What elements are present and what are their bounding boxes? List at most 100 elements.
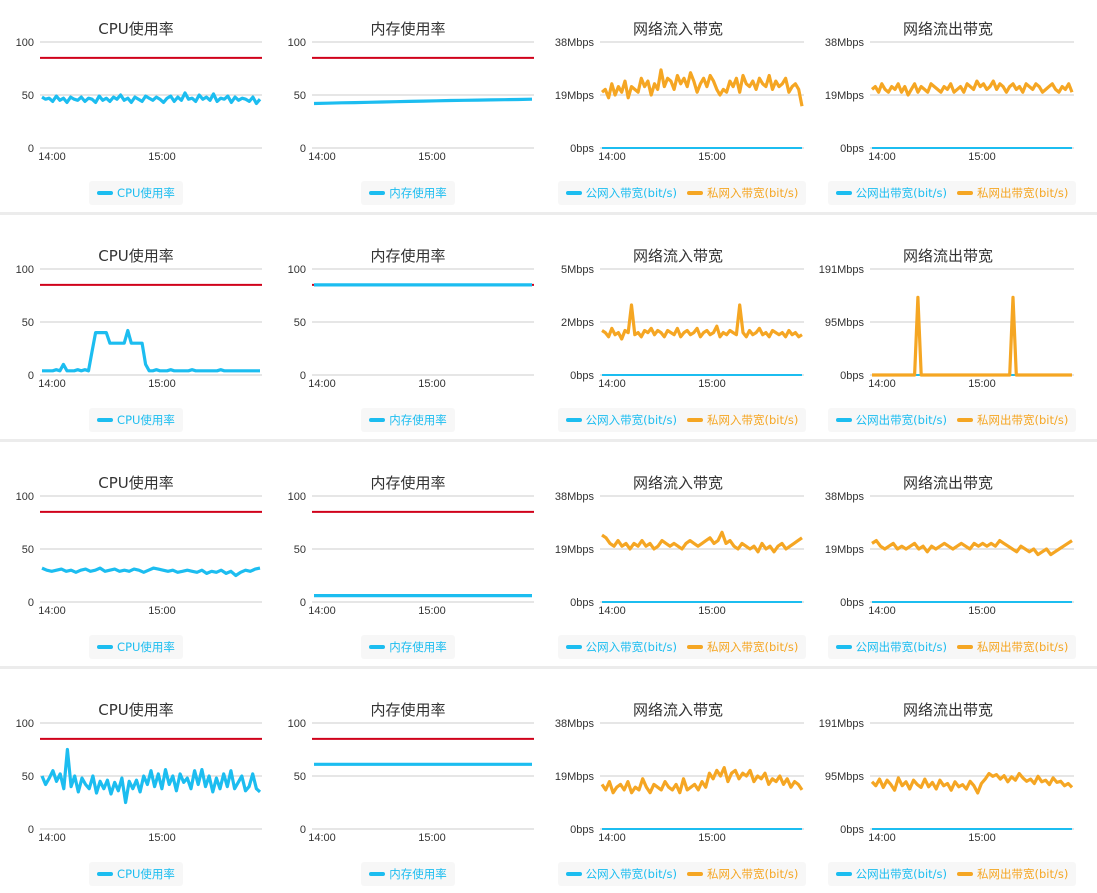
legend-item[interactable]: 公网入带宽(bit/s) bbox=[565, 866, 677, 882]
legend-item[interactable]: 私网入带宽(bit/s) bbox=[687, 639, 798, 655]
legend-item[interactable]: 公网入带宽(bit/s) bbox=[565, 412, 677, 428]
series-line[interactable] bbox=[600, 765, 804, 795]
y-tick-label: 0 bbox=[28, 143, 34, 155]
line-chart: CPU使用率 0 50 100 14:00 15:00 bbox=[16, 701, 262, 844]
x-tick-label: 14:00 bbox=[868, 151, 896, 163]
legend-label: CPU使用率 bbox=[117, 867, 175, 881]
chart-panel: CPU使用率 0 50 100 14:00 15:00 CPU使用率 bbox=[0, 227, 272, 439]
chart-title: CPU使用率 bbox=[98, 20, 174, 38]
series-line[interactable] bbox=[870, 771, 1074, 795]
series-line[interactable] bbox=[871, 538, 1073, 557]
chart-title: 内存使用率 bbox=[370, 474, 445, 492]
x-tick-label: 14:00 bbox=[38, 605, 66, 617]
x-tick-label: 14:00 bbox=[868, 605, 896, 617]
legend-item[interactable]: 私网出带宽(bit/s) bbox=[957, 412, 1068, 428]
y-tick-label: 19Mbps bbox=[825, 90, 865, 102]
x-tick-label: 14:00 bbox=[38, 832, 66, 844]
chart-legend: 内存使用率 bbox=[361, 862, 455, 886]
y-tick-label: 95Mbps bbox=[825, 771, 865, 783]
legend-item[interactable]: 私网入带宽(bit/s) bbox=[687, 185, 798, 201]
legend-item[interactable]: CPU使用率 bbox=[97, 639, 175, 655]
x-tick-label: 15:00 bbox=[968, 605, 996, 617]
chart-title: CPU使用率 bbox=[98, 247, 174, 265]
legend-item[interactable]: 私网入带宽(bit/s) bbox=[687, 866, 798, 882]
series-line[interactable] bbox=[40, 747, 262, 805]
legend-item[interactable]: 私网入带宽(bit/s) bbox=[687, 412, 798, 428]
x-tick-label: 15:00 bbox=[148, 378, 176, 390]
chart-panel: 网络流出带宽 0bps 19Mbps 38Mbps 14:00 15:00 公网出带宽(bi… bbox=[812, 454, 1084, 666]
chart-title: 内存使用率 bbox=[370, 20, 445, 38]
line-chart: 内存使用率 0 50 100 14:00 15:00 bbox=[288, 474, 534, 617]
legend-swatch bbox=[97, 872, 114, 876]
row-separator bbox=[0, 439, 1097, 442]
chart-title: 网络流入带宽 bbox=[633, 701, 723, 719]
legend-item[interactable]: CPU使用率 bbox=[97, 866, 175, 882]
legend-swatch bbox=[957, 872, 973, 876]
x-tick-label: 15:00 bbox=[968, 832, 996, 844]
row-separator bbox=[0, 212, 1097, 215]
legend-item[interactable]: 内存使用率 bbox=[369, 866, 447, 882]
x-tick-label: 14:00 bbox=[38, 151, 66, 163]
chart-legend: 公网入带宽(bit/s) 私网入带宽(bit/s) bbox=[557, 408, 807, 432]
y-tick-label: 50 bbox=[22, 317, 34, 329]
legend-label: CPU使用率 bbox=[117, 186, 175, 200]
legend-item[interactable]: 公网出带宽(bit/s) bbox=[835, 185, 947, 201]
x-tick-label: 15:00 bbox=[698, 605, 726, 617]
legend-item[interactable]: CPU使用率 bbox=[97, 412, 175, 428]
chart-title: 内存使用率 bbox=[370, 701, 445, 719]
chart-legend: CPU使用率 bbox=[89, 181, 183, 205]
legend-label: 公网入带宽(bit/s) bbox=[585, 867, 677, 881]
y-tick-label: 0bps bbox=[570, 824, 594, 836]
legend-label: 内存使用率 bbox=[389, 867, 447, 881]
legend-item[interactable]: 公网出带宽(bit/s) bbox=[835, 866, 947, 882]
legend-item[interactable]: 内存使用率 bbox=[369, 639, 447, 655]
y-tick-label: 50 bbox=[294, 544, 306, 556]
series-line[interactable] bbox=[601, 530, 803, 554]
legend-item[interactable]: 内存使用率 bbox=[369, 185, 447, 201]
legend-swatch bbox=[97, 191, 114, 195]
legend-label: CPU使用率 bbox=[117, 413, 175, 427]
series-line[interactable] bbox=[600, 68, 804, 107]
chart-legend: 内存使用率 bbox=[361, 181, 455, 205]
y-tick-label: 0bps bbox=[570, 143, 594, 155]
legend-item[interactable]: 内存使用率 bbox=[369, 412, 447, 428]
row-separator bbox=[0, 666, 1097, 669]
legend-swatch bbox=[957, 191, 973, 195]
legend-item[interactable]: 私网出带宽(bit/s) bbox=[957, 185, 1068, 201]
x-tick-label: 14:00 bbox=[308, 605, 336, 617]
chart-title: 网络流出带宽 bbox=[903, 20, 993, 38]
x-tick-label: 14:00 bbox=[598, 832, 626, 844]
legend-swatch bbox=[957, 645, 973, 649]
legend-item[interactable]: 公网入带宽(bit/s) bbox=[565, 185, 677, 201]
x-tick-label: 14:00 bbox=[308, 378, 336, 390]
chart-title: 内存使用率 bbox=[370, 247, 445, 265]
legend-item[interactable]: 公网入带宽(bit/s) bbox=[565, 639, 677, 655]
legend-item[interactable]: 私网出带宽(bit/s) bbox=[957, 639, 1068, 655]
series-line[interactable] bbox=[41, 566, 261, 578]
legend-item[interactable]: CPU使用率 bbox=[97, 185, 175, 201]
chart-panel: 网络流入带宽 0bps 2Mbps 5Mbps 14:00 15:00 公网入带宽(bit/… bbox=[542, 227, 814, 439]
chart-panel: 网络流出带宽 0bps 95Mbps 191Mbps 14:00 15:00 公网出带宽(b… bbox=[812, 681, 1084, 893]
x-tick-label: 15:00 bbox=[698, 378, 726, 390]
series-line[interactable] bbox=[870, 79, 1074, 97]
y-tick-label: 5Mbps bbox=[561, 264, 595, 276]
series-line[interactable] bbox=[313, 97, 533, 106]
line-chart: 网络流出带宽 0bps 95Mbps 191Mbps 14:00 15:00 bbox=[819, 701, 1074, 844]
line-chart: CPU使用率 0 50 100 14:00 15:00 bbox=[16, 20, 262, 163]
y-tick-label: 0 bbox=[28, 597, 34, 609]
x-tick-label: 15:00 bbox=[418, 151, 446, 163]
series-line[interactable] bbox=[41, 91, 262, 106]
series-line[interactable] bbox=[601, 303, 803, 341]
line-chart: CPU使用率 0 50 100 14:00 15:00 bbox=[16, 247, 262, 390]
legend-item[interactable]: 公网出带宽(bit/s) bbox=[835, 412, 947, 428]
series-line[interactable] bbox=[872, 295, 1072, 377]
legend-item[interactable]: 公网出带宽(bit/s) bbox=[835, 639, 947, 655]
x-tick-label: 14:00 bbox=[598, 605, 626, 617]
x-tick-label: 14:00 bbox=[868, 378, 896, 390]
chart-title: 网络流入带宽 bbox=[633, 474, 723, 492]
legend-item[interactable]: 私网出带宽(bit/s) bbox=[957, 866, 1068, 882]
chart-title: CPU使用率 bbox=[98, 701, 174, 719]
chart-title: 网络流出带宽 bbox=[903, 701, 993, 719]
y-tick-label: 19Mbps bbox=[555, 90, 595, 102]
series-line[interactable] bbox=[42, 328, 260, 373]
